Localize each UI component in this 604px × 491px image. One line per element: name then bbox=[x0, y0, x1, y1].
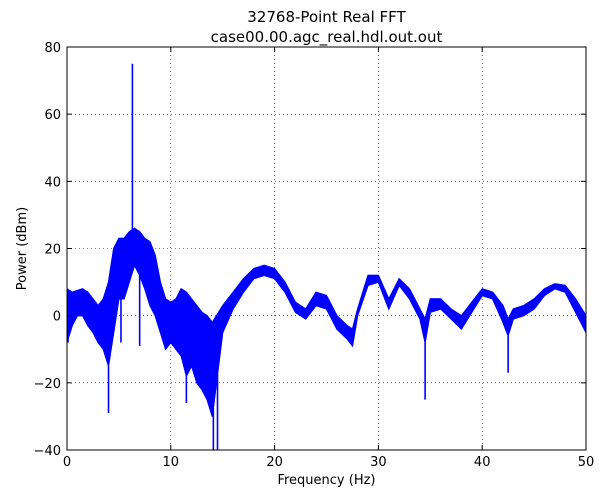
y-tick-label: 60 bbox=[44, 108, 61, 123]
x-axis-label: Frequency (Hz) bbox=[277, 473, 375, 488]
y-axis-label: Power (dBm) bbox=[15, 207, 30, 290]
x-tick-label: 40 bbox=[474, 455, 491, 470]
y-tick-label: 40 bbox=[44, 175, 61, 190]
y-tick-label: −20 bbox=[34, 377, 61, 392]
chart-title: 32768-Point Real FFT bbox=[247, 8, 406, 26]
y-tick-label: 20 bbox=[44, 243, 61, 258]
x-tick-label: 30 bbox=[370, 455, 387, 470]
lower-envelope-line bbox=[67, 263, 586, 417]
y-tick-label: 0 bbox=[53, 310, 61, 325]
plot-area bbox=[67, 63, 586, 450]
chart-subtitle: case00.00.agc_real.hdl.out.out bbox=[211, 28, 443, 47]
x-tick-label: 10 bbox=[163, 455, 180, 470]
x-tick-label: 20 bbox=[266, 455, 283, 470]
x-tick-label: 0 bbox=[63, 455, 71, 470]
upper-envelope-line bbox=[67, 227, 586, 331]
ticks: 0 10 20 30 40 50 −40 −20 0 20 40 60 80 bbox=[34, 41, 595, 470]
y-tick-label: −40 bbox=[34, 444, 61, 459]
y-tick-label: 80 bbox=[44, 41, 61, 56]
x-tick-label: 50 bbox=[578, 455, 595, 470]
spectrum-band bbox=[67, 227, 586, 417]
